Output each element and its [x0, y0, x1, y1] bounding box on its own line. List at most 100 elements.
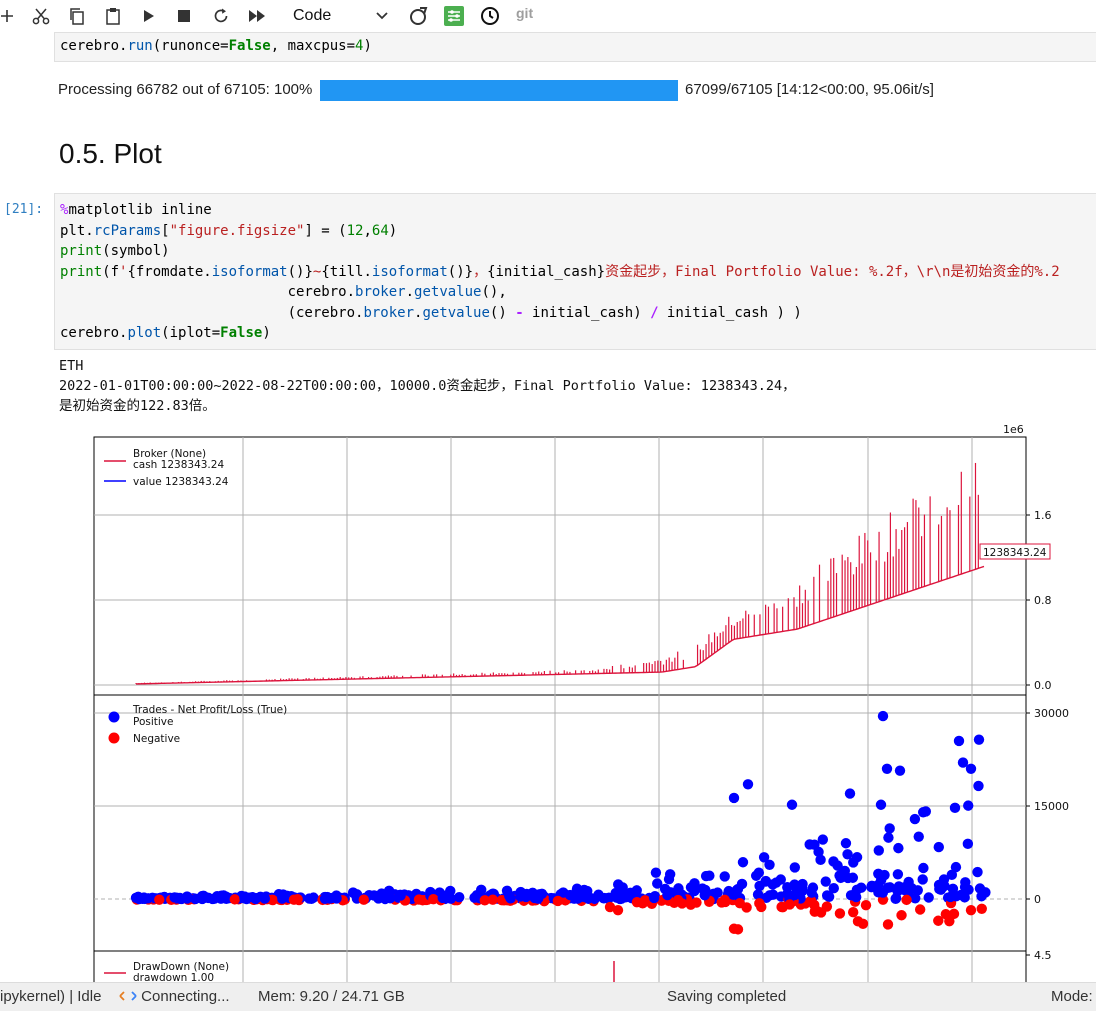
trade-point-negative [358, 894, 370, 905]
trade-point-negative [639, 895, 651, 906]
trade-point-positive [890, 892, 902, 904]
trade-point-positive [764, 890, 775, 901]
paste-button[interactable] [102, 4, 124, 28]
drawdown-ytick-label: 4.5 [1034, 949, 1052, 962]
legend-value-label: value 1238343.24 [133, 476, 229, 488]
trade-point-positive [909, 813, 921, 825]
trade-point-positive [894, 765, 906, 776]
trade-point-negative [685, 899, 696, 910]
run-button[interactable] [140, 4, 158, 28]
mode-status[interactable]: Mode: [1051, 988, 1093, 1005]
trade-point-positive [737, 857, 749, 868]
trade-point-positive [963, 884, 974, 895]
broker-ytick-label: 1.6 [1034, 509, 1052, 522]
trade-point-positive [613, 879, 624, 890]
plot-grid [94, 437, 1026, 982]
trade-point-positive [949, 802, 961, 814]
trade-point-positive [454, 891, 465, 903]
trade-point-positive [957, 757, 969, 768]
trade-point-negative [734, 898, 746, 909]
progress-bar [320, 80, 678, 101]
trades-panel-frame [93, 694, 1027, 952]
trade-point-positive [652, 878, 663, 889]
trade-point-positive [851, 852, 863, 863]
trade-point-positive [574, 887, 585, 898]
trade-point-positive [760, 876, 771, 887]
trade-point-negative [784, 899, 795, 910]
trade-point-positive [304, 893, 315, 904]
legend-positive-swatch [108, 711, 120, 723]
trade-point-positive [809, 839, 820, 850]
trade-point-positive [689, 878, 700, 889]
trade-point-positive [689, 885, 700, 897]
restart-icon [214, 8, 228, 23]
trade-point-negative [976, 903, 987, 915]
trade-point-negative [676, 898, 688, 909]
trade-point-negative [809, 899, 820, 911]
trade-point-negative [154, 894, 165, 905]
trade-point-positive [953, 735, 965, 747]
output-line-ratio: 是初始资金的122.83倍。 [59, 398, 216, 414]
trade-point-positive [139, 893, 151, 905]
trade-point-positive [532, 893, 544, 904]
trade-point-negative [940, 908, 952, 920]
trade-point-positive [277, 891, 288, 902]
execution-time-button[interactable] [478, 4, 502, 28]
trade-point-positive [920, 806, 932, 817]
trade-point-positive [884, 823, 895, 834]
trade-point-positive [786, 799, 798, 810]
trade-point-negative [612, 904, 624, 916]
trade-point-positive [775, 874, 786, 885]
broker-legend-title: Broker (None) [133, 448, 206, 460]
trade-point-positive [828, 882, 839, 894]
kernel-circle-icon [410, 7, 428, 25]
drawdown-panel-frame [93, 950, 1027, 982]
stop-button[interactable] [175, 4, 193, 28]
connecting-status[interactable]: Connecting... [119, 988, 230, 1005]
copy-button[interactable] [66, 4, 88, 28]
trade-point-positive [663, 873, 675, 885]
trade-points [130, 710, 991, 935]
property-inspector-button[interactable] [442, 4, 466, 28]
add-cell-button[interactable] [0, 4, 14, 28]
trades-y-ticks: 0 15000 30000 [1026, 707, 1069, 906]
broker-series [135, 462, 985, 685]
trade-point-positive [918, 862, 929, 874]
trade-point-positive [875, 799, 887, 810]
trade-point-negative [933, 915, 944, 926]
trade-point-positive [648, 892, 660, 904]
git-button[interactable]: git [516, 5, 534, 21]
trade-point-positive [933, 841, 944, 853]
trade-point-positive [673, 883, 684, 894]
broker-panel-frame [93, 436, 1027, 696]
trade-point-positive [326, 892, 337, 904]
cut-button[interactable] [30, 4, 52, 28]
restart-button[interactable] [210, 4, 232, 28]
trade-point-positive [881, 763, 893, 774]
kernel-status-button[interactable] [406, 4, 430, 28]
trade-point-negative [896, 910, 907, 921]
trade-point-positive [752, 889, 764, 900]
trade-point-positive [842, 849, 853, 860]
legend-cash-label: cash 1238343.24 [133, 459, 224, 471]
copy-icon [70, 8, 84, 25]
kernel-status[interactable]: ipykernel) | Idle [0, 988, 102, 1005]
output-line-symbol: ETH [59, 358, 84, 374]
drawdown-legend-title: DrawDown (None) [133, 961, 229, 973]
trade-point-positive [583, 893, 594, 904]
trade-point-positive [955, 889, 967, 901]
restart-run-all-button[interactable] [246, 4, 268, 28]
trade-point-positive [169, 892, 180, 903]
code-cell-plot[interactable]: %matplotlib inline plt.rcParams["figure.… [54, 193, 1096, 350]
trade-point-positive [844, 788, 856, 799]
trade-point-positive [815, 854, 826, 866]
paste-icon [106, 8, 120, 25]
cell-type-select[interactable]: Code [285, 4, 393, 28]
trade-point-negative [914, 904, 926, 915]
trade-point-negative [882, 919, 894, 930]
trade-point-positive [962, 838, 974, 850]
backtest-plot: Broker (None) cash 1238343.24 value 1238… [93, 423, 1069, 982]
trade-point-negative [479, 895, 491, 906]
code-cell-run[interactable]: cerebro.run(runonce=False, maxcpus=4) [54, 32, 1096, 62]
trade-point-positive [764, 859, 775, 870]
